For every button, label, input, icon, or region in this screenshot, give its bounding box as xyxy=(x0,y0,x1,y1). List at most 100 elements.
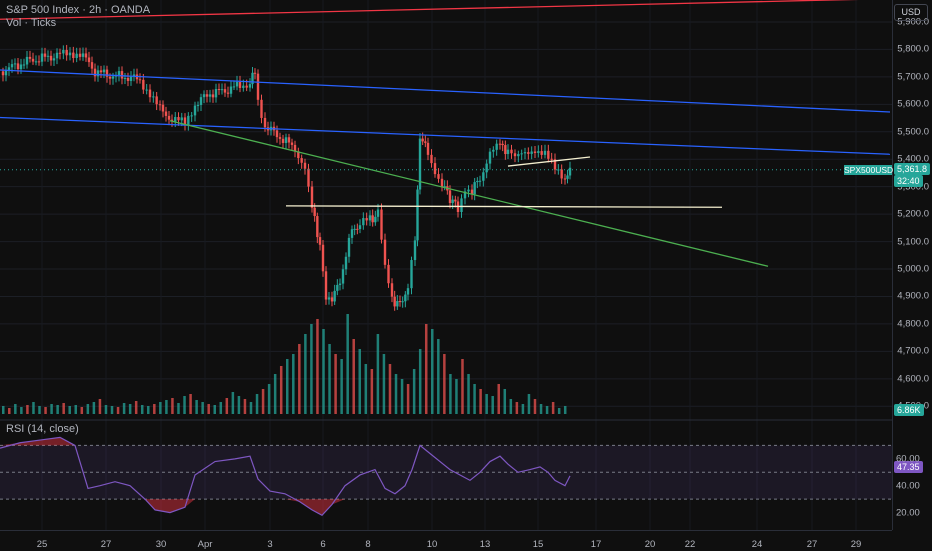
candle-body xyxy=(492,149,495,152)
candle-body xyxy=(16,63,20,70)
volume-bar xyxy=(86,404,90,414)
volume-bar xyxy=(56,405,59,414)
price-tick: 5,400.0 xyxy=(897,153,929,165)
volume-bar xyxy=(213,405,216,414)
candle-body xyxy=(467,189,470,192)
symbol-price-tag: SPX500USD xyxy=(844,165,894,175)
volume-bar xyxy=(322,329,325,414)
volume-bar xyxy=(219,402,223,414)
volume-bar xyxy=(527,394,531,414)
candle-body xyxy=(78,53,82,57)
volume-bar xyxy=(2,406,5,414)
candle-body xyxy=(117,71,121,76)
volume-bar xyxy=(292,354,295,414)
volume-bar xyxy=(32,402,35,414)
volume-bar xyxy=(334,354,337,414)
candle-body xyxy=(451,199,454,204)
volume-bar xyxy=(310,324,313,414)
volume-bar xyxy=(461,359,464,414)
volume-bar xyxy=(328,344,331,414)
candle-body xyxy=(253,72,257,74)
volume-bar xyxy=(424,324,428,414)
candle-body xyxy=(416,189,419,241)
candle-body xyxy=(368,215,372,221)
candle-body xyxy=(284,137,288,143)
volume-bar xyxy=(201,402,204,414)
volume-bar xyxy=(243,399,247,414)
price-tick: 5,000.0 xyxy=(897,263,929,275)
candle-body xyxy=(263,117,267,128)
volume-bar xyxy=(195,400,198,414)
candle-body xyxy=(437,174,440,179)
candle-body xyxy=(196,104,200,106)
volume-bar xyxy=(304,334,307,414)
candle-body xyxy=(205,94,209,97)
candle-body xyxy=(4,70,8,76)
volume-bar xyxy=(104,405,108,414)
candle-body xyxy=(387,264,390,284)
volume-bar xyxy=(509,399,513,414)
volume-bar xyxy=(74,405,78,414)
candle-body xyxy=(426,142,430,155)
volume-bar xyxy=(249,402,253,414)
candle-body xyxy=(316,216,319,238)
candle-body xyxy=(553,159,557,170)
currency-button[interactable]: USD xyxy=(894,4,928,21)
volume-bar xyxy=(521,404,525,414)
candle-body xyxy=(177,117,180,121)
candle-body xyxy=(187,115,190,125)
time-tick: 8 xyxy=(365,539,371,550)
time-tick: 25 xyxy=(36,539,48,550)
volume-bar xyxy=(437,339,440,414)
price-chart[interactable] xyxy=(0,0,892,530)
price-tick: 4,600.0 xyxy=(897,373,929,385)
candle-body xyxy=(22,64,26,66)
candle-body xyxy=(19,64,23,70)
volume-bar xyxy=(122,403,126,414)
candle-body xyxy=(251,72,254,85)
price-scale[interactable]: 5,900.0 5,800.0 5,700.0 5,600.0 5,500.0 5,400… xyxy=(892,0,932,530)
time-tick: 15 xyxy=(532,539,544,550)
volume-bar xyxy=(225,398,229,414)
candle-body xyxy=(470,189,474,195)
symbol-title[interactable]: S&P 500 Index · 2h · OANDA xyxy=(6,4,151,16)
candle-body xyxy=(495,143,498,150)
candle-body xyxy=(501,143,504,146)
volume-bar xyxy=(551,402,555,414)
price-tick: 5,800.0 xyxy=(897,43,929,55)
volume-bar xyxy=(473,384,476,414)
candle-body xyxy=(563,178,567,180)
volume-bar xyxy=(455,379,458,414)
candle-body xyxy=(353,228,356,230)
time-tick: 30 xyxy=(155,539,167,550)
candle-body xyxy=(40,53,44,62)
volume-bar xyxy=(563,406,567,414)
candle-body xyxy=(398,301,402,303)
price-tick: 5,500.0 xyxy=(897,126,929,138)
rsi-value-badge: 47.35 xyxy=(894,461,923,473)
candle-body xyxy=(232,86,236,88)
candle-body xyxy=(463,191,467,199)
volume-bar xyxy=(62,403,65,414)
volume-bar xyxy=(316,319,319,414)
price-tick: 5,200.0 xyxy=(897,208,929,220)
volume-bar xyxy=(273,374,277,414)
candle-body xyxy=(68,52,72,56)
candle-body xyxy=(190,115,193,117)
volume-bar xyxy=(279,366,283,414)
candle-body xyxy=(199,97,203,105)
volume-bar xyxy=(231,392,235,414)
time-tick: 27 xyxy=(100,539,112,550)
candle-body xyxy=(52,58,56,61)
volume-bar xyxy=(286,359,289,414)
candle-body xyxy=(226,92,230,94)
volume-bar xyxy=(98,399,102,414)
volume-bar xyxy=(26,405,29,414)
price-tick: 4,700.0 xyxy=(897,345,929,357)
volume-bar xyxy=(177,403,180,414)
candle-body xyxy=(504,145,507,155)
candle-body xyxy=(242,85,245,88)
volume-bar xyxy=(449,374,452,414)
volume-bar xyxy=(352,339,355,414)
time-scale[interactable]: 25 27 30 Apr 3 6 8 10 13 15 17 20 22 24 27 29 xyxy=(0,530,892,551)
